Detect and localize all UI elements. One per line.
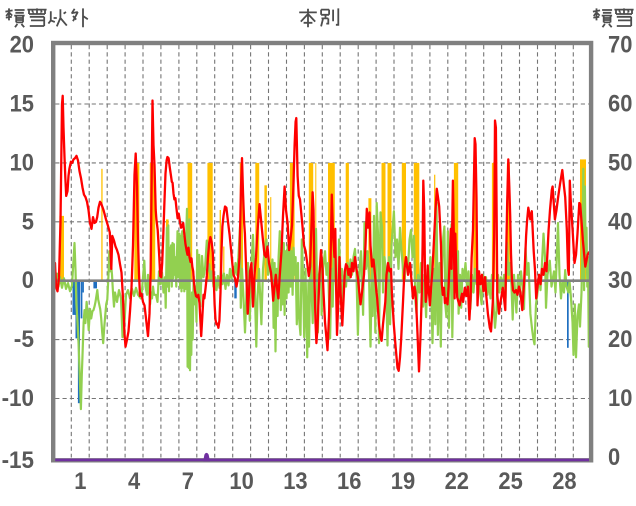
svg-text:-5: -5 xyxy=(14,326,34,353)
svg-text:15: 15 xyxy=(10,91,34,118)
svg-text:7: 7 xyxy=(182,468,194,495)
svg-text:1: 1 xyxy=(74,468,86,495)
svg-text:40: 40 xyxy=(608,208,632,235)
svg-text:30: 30 xyxy=(608,267,632,294)
svg-text:-10: -10 xyxy=(2,385,34,412)
svg-text:22: 22 xyxy=(445,468,469,495)
svg-text:0: 0 xyxy=(22,267,34,294)
svg-text:10: 10 xyxy=(229,468,253,495)
svg-text:50: 50 xyxy=(608,149,632,176)
svg-text:28: 28 xyxy=(552,468,576,495)
svg-text:4: 4 xyxy=(128,468,141,495)
svg-text:10: 10 xyxy=(10,149,34,176)
svg-text:20: 20 xyxy=(608,326,632,353)
svg-text:13: 13 xyxy=(283,468,307,495)
svg-text:16: 16 xyxy=(337,468,361,495)
svg-text:-15: -15 xyxy=(2,447,34,474)
svg-text:60: 60 xyxy=(608,90,632,117)
svg-text:5: 5 xyxy=(22,208,34,235)
svg-text:19: 19 xyxy=(391,468,415,495)
svg-text:0: 0 xyxy=(608,444,620,471)
svg-text:20: 20 xyxy=(10,32,34,59)
svg-text:25: 25 xyxy=(498,468,522,495)
svg-text:10: 10 xyxy=(608,385,632,412)
svg-text:70: 70 xyxy=(608,32,632,59)
